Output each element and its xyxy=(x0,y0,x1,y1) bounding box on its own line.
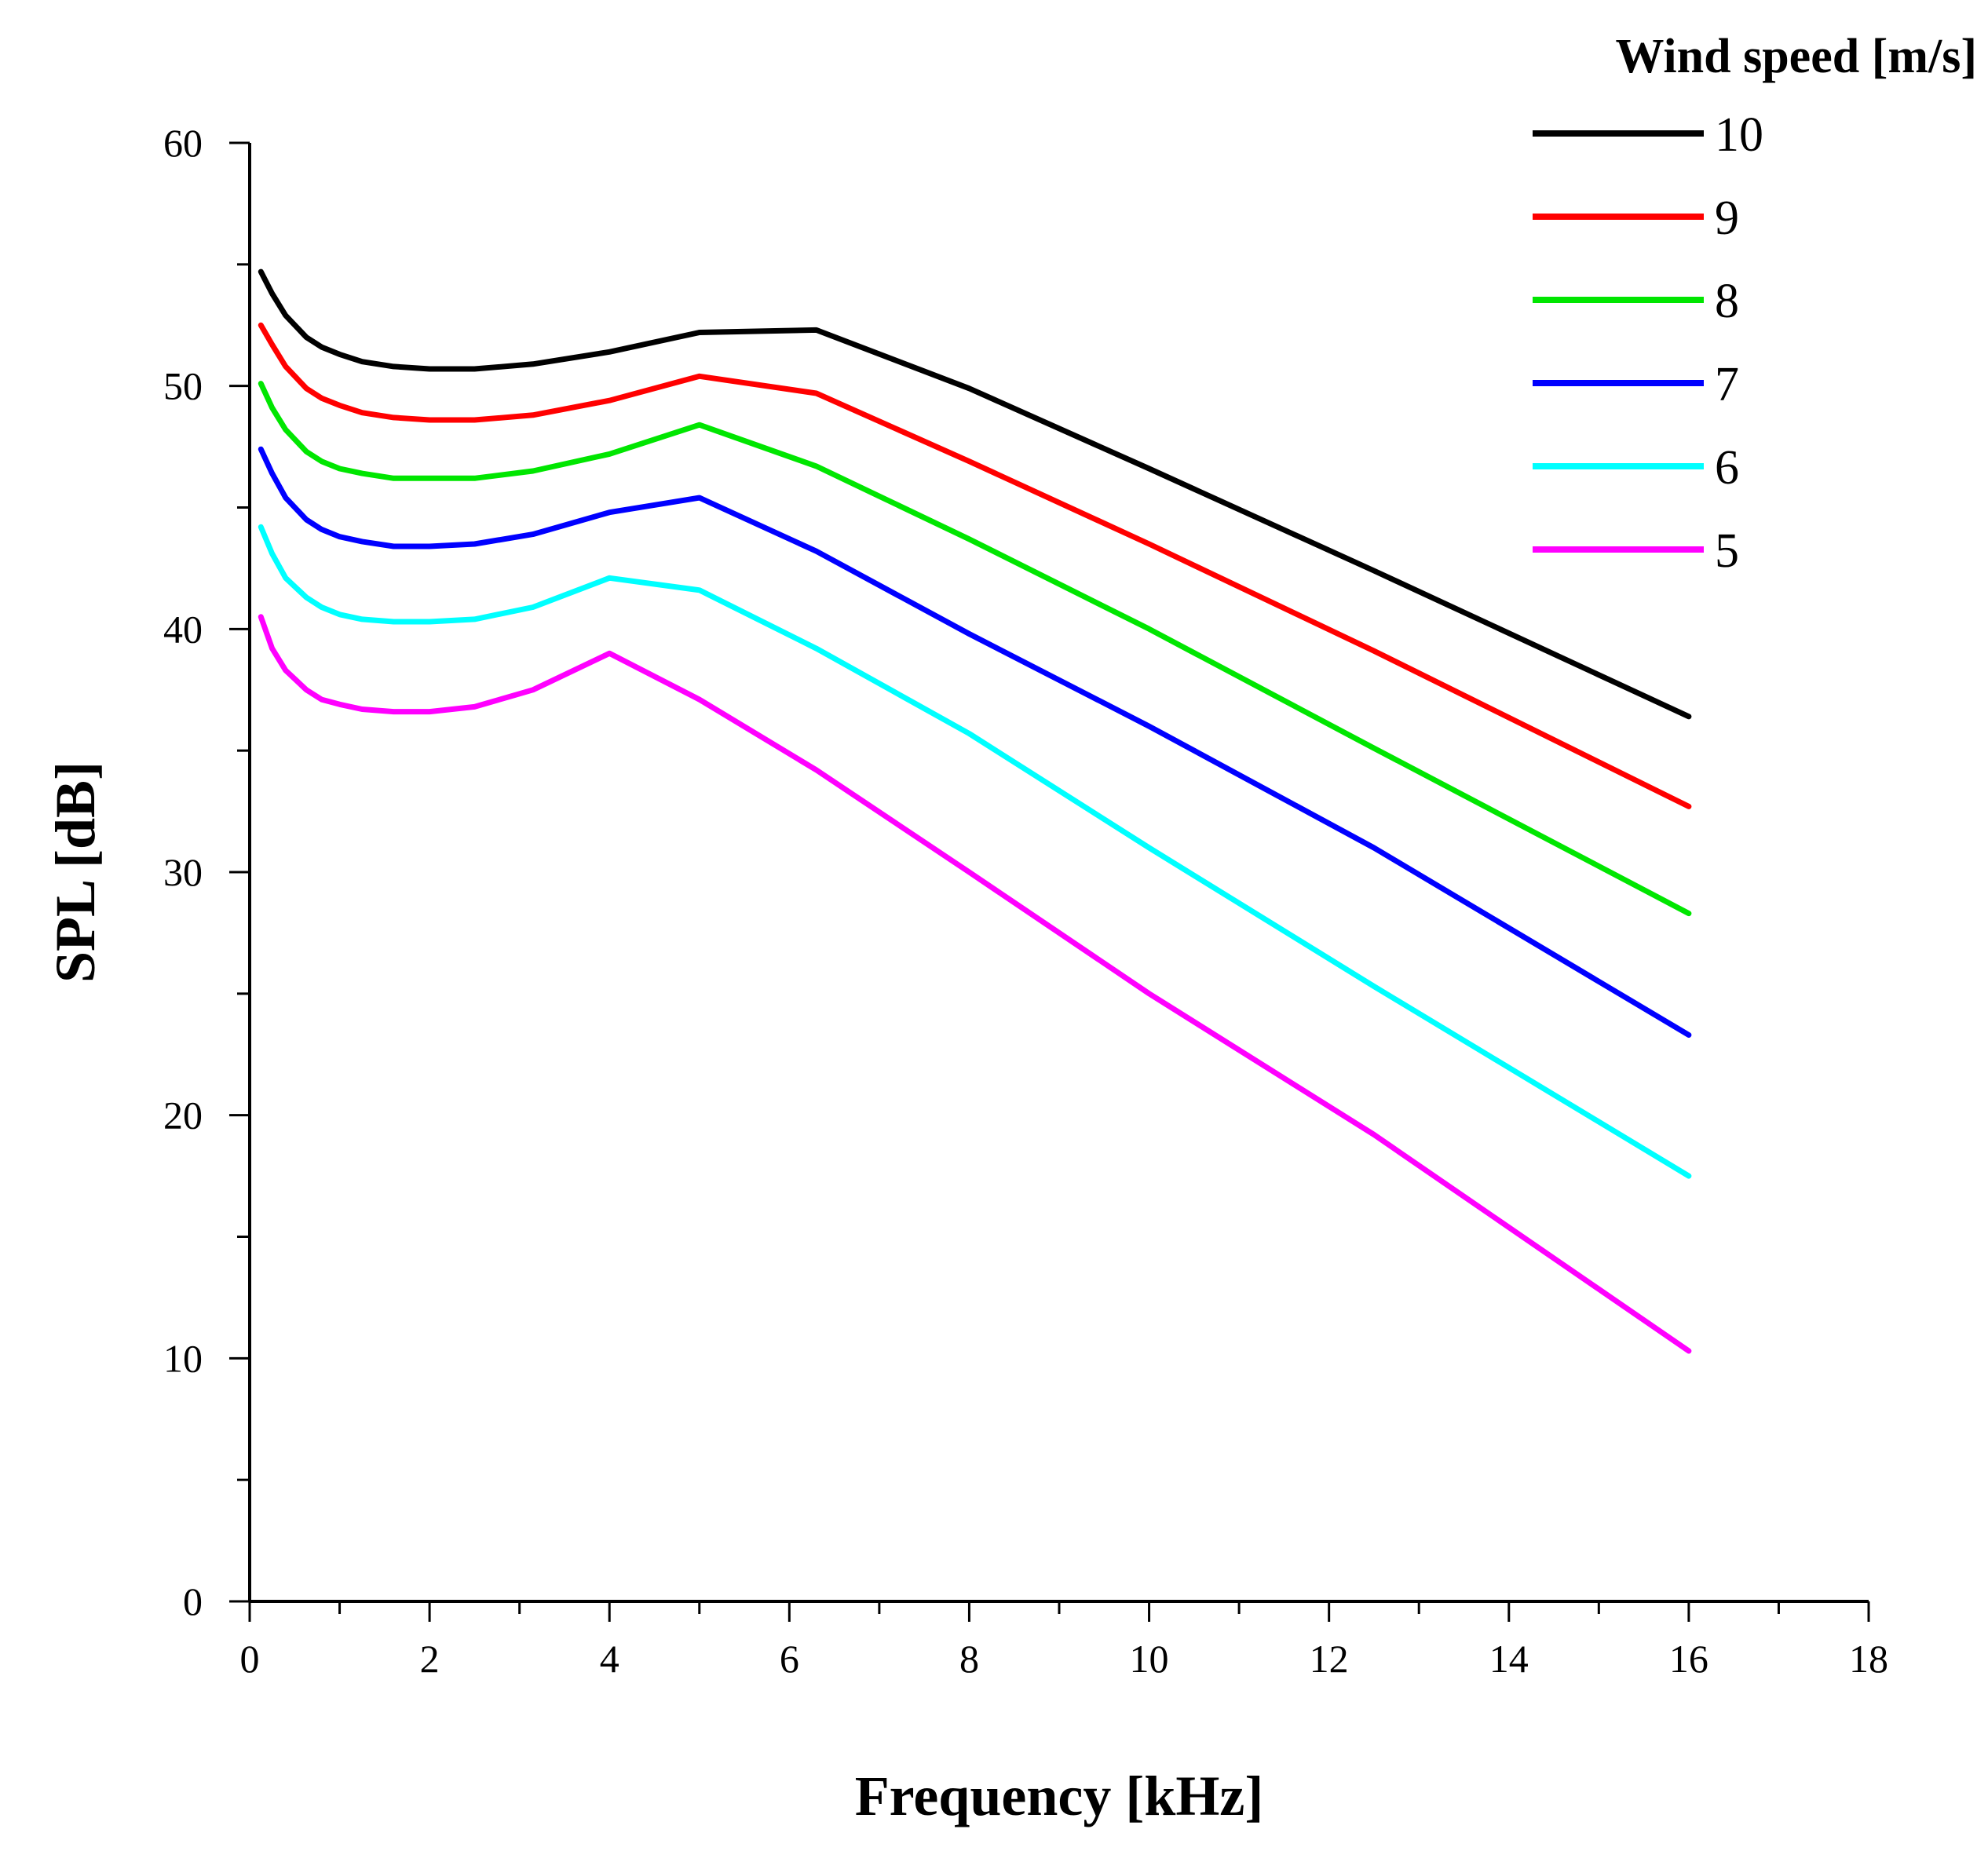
y-tick-label: 40 xyxy=(163,607,203,651)
x-tick-label: 18 xyxy=(1849,1637,1888,1681)
y-tick-label: 20 xyxy=(163,1093,203,1137)
axes xyxy=(248,143,1869,1603)
series-line-9 xyxy=(258,322,1692,809)
x-tick-label: 4 xyxy=(600,1637,619,1681)
legend-label-10: 10 xyxy=(1715,108,1763,162)
legend-label-8: 8 xyxy=(1715,275,1739,328)
x-tick-label: 0 xyxy=(240,1637,260,1681)
series-line-5 xyxy=(258,614,1692,1354)
series-line-8 xyxy=(258,381,1692,917)
x-tick-label: 12 xyxy=(1310,1637,1349,1681)
legend-label-5: 5 xyxy=(1715,524,1739,578)
series-line-10 xyxy=(258,268,1692,720)
legend-label-6: 6 xyxy=(1715,441,1739,495)
series-line-6 xyxy=(258,524,1692,1179)
x-tick-label: 10 xyxy=(1130,1637,1169,1681)
y-tick-label: 30 xyxy=(163,850,203,894)
x-tick-label: 16 xyxy=(1669,1637,1708,1681)
legend-title: Wind speed [m/s] xyxy=(1616,30,1978,83)
y-tick-label: 50 xyxy=(163,364,203,408)
y-axis-ticks: 0 10 20 30 40 50 60 xyxy=(163,121,250,1623)
series-line-7 xyxy=(258,446,1692,1038)
x-tick-label: 14 xyxy=(1489,1637,1529,1681)
legend-label-7: 7 xyxy=(1715,358,1739,411)
legend: Wind speed [m/s] 10 9 8 7 6 5 xyxy=(1533,30,1977,578)
x-tick-label: 2 xyxy=(420,1637,440,1681)
series-lines xyxy=(258,268,1692,1354)
legend-items: 10 9 8 7 6 5 xyxy=(1533,108,1763,578)
x-tick-label: 8 xyxy=(959,1637,979,1681)
y-tick-label: 60 xyxy=(163,121,203,165)
legend-label-9: 9 xyxy=(1715,192,1739,245)
y-axis-title: SPL [dB] xyxy=(44,761,107,983)
x-axis-title: Frequency [kHz] xyxy=(855,1765,1264,1827)
y-tick-label: 0 xyxy=(183,1579,203,1623)
y-tick-label: 10 xyxy=(163,1336,203,1380)
x-axis-ticks: 0 2 4 6 8 10 12 14 16 18 xyxy=(240,1601,1888,1681)
x-tick-label: 6 xyxy=(780,1637,799,1681)
